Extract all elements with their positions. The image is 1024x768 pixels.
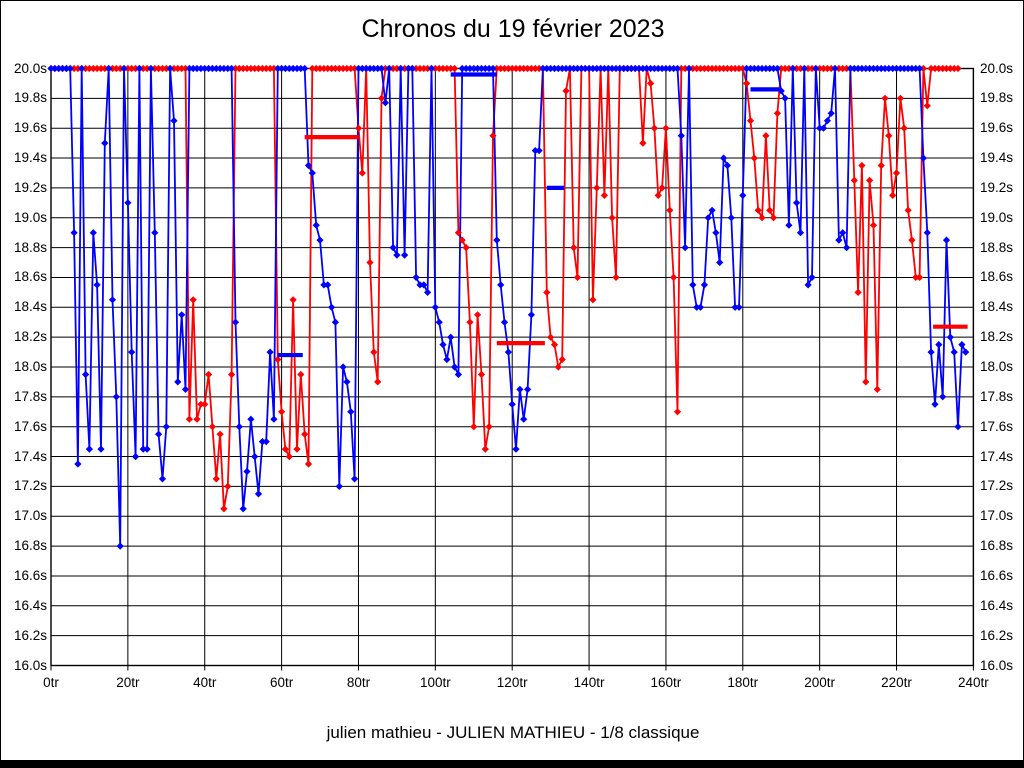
y-axis-label-right: 19.6s bbox=[980, 120, 1014, 136]
y-axis-label-left: 18.0s bbox=[13, 359, 47, 374]
y-axis-label-right: 18.0s bbox=[980, 359, 1014, 374]
series-markers-driver-red bbox=[47, 64, 962, 513]
y-axis-label-right: 16.8s bbox=[980, 538, 1014, 554]
y-axis-label-left: 17.8s bbox=[13, 388, 47, 404]
x-axis-label: 160tr bbox=[650, 674, 682, 690]
y-axis-label-left: 18.6s bbox=[13, 269, 47, 285]
chart-title: Chronos du 19 février 2023 bbox=[361, 15, 665, 43]
x-axis-label: 220tr bbox=[881, 674, 912, 690]
y-axis-label-left: 19.6s bbox=[13, 120, 47, 136]
x-axis-label: 240tr bbox=[958, 674, 989, 690]
y-axis-label-right: 19.0s bbox=[980, 209, 1014, 225]
y-axis-label-right: 19.4s bbox=[980, 150, 1014, 166]
y-axis-label-left: 18.4s bbox=[13, 299, 47, 315]
y-axis-label-left: 16.6s bbox=[13, 567, 47, 583]
y-axis-label-right: 19.8s bbox=[980, 90, 1014, 106]
y-axis-label-right: 16.6s bbox=[980, 567, 1014, 583]
y-axis-label-left: 18.2s bbox=[13, 329, 47, 345]
y-axis-label-left: 16.4s bbox=[13, 597, 47, 613]
y-axis-label-left: 18.8s bbox=[13, 239, 47, 255]
y-axis-label-right: 16.4s bbox=[980, 597, 1014, 613]
y-axis-label-left: 19.4s bbox=[13, 150, 47, 166]
y-axis-label-left: 19.0s bbox=[13, 209, 47, 225]
y-axis-label-left: 16.8s bbox=[13, 538, 47, 554]
y-axis-label-right: 17.6s bbox=[980, 418, 1014, 434]
y-axis-label-right: 19.2s bbox=[980, 179, 1014, 195]
y-axis-label-right: 18.6s bbox=[980, 269, 1014, 285]
y-axis-label-right: 17.2s bbox=[980, 478, 1014, 494]
y-axis-label-left: 17.2s bbox=[13, 478, 47, 494]
x-axis-label: 200tr bbox=[804, 674, 836, 690]
x-axis-label: 20tr bbox=[116, 674, 140, 690]
y-axis-label-left: 17.6s bbox=[13, 418, 47, 434]
y-axis-label-right: 18.4s bbox=[980, 299, 1014, 315]
footer-bar bbox=[1, 760, 1023, 767]
y-axis-label-right: 20.0s bbox=[980, 60, 1014, 76]
x-axis-label: 120tr bbox=[496, 674, 528, 690]
y-axis-label-left: 19.2s bbox=[13, 179, 47, 195]
x-axis-label: 140tr bbox=[573, 674, 605, 690]
y-axis-label-right: 17.4s bbox=[980, 448, 1014, 464]
y-axis-label-right: 17.8s bbox=[980, 388, 1014, 404]
y-axis-label-left: 16.0s bbox=[13, 657, 47, 673]
y-axis-label-right: 16.0s bbox=[980, 657, 1014, 673]
x-axis-label: 180tr bbox=[727, 674, 759, 690]
y-axis-label-left: 16.2s bbox=[13, 627, 47, 643]
x-axis-label: 60tr bbox=[269, 674, 294, 690]
y-axis-label-right: 17.0s bbox=[980, 508, 1014, 524]
y-axis-label-left: 20.0s bbox=[13, 60, 47, 76]
x-axis-label: 40tr bbox=[193, 674, 217, 690]
x-axis-label: 100tr bbox=[419, 674, 451, 690]
y-axis-label-left: 19.8s bbox=[13, 90, 47, 106]
x-axis-label: 0tr bbox=[43, 674, 59, 690]
y-axis-label-right: 18.2s bbox=[980, 329, 1014, 345]
driver-names-label: julien mathieu - JULIEN MATHIEU - 1/8 cl… bbox=[326, 723, 700, 742]
x-axis-label: 80tr bbox=[346, 674, 371, 690]
y-axis-label-left: 17.4s bbox=[13, 448, 47, 464]
y-axis-label-right: 16.2s bbox=[980, 627, 1014, 643]
y-axis-label-right: 18.8s bbox=[980, 239, 1014, 255]
y-axis-label-left: 17.0s bbox=[13, 508, 47, 524]
